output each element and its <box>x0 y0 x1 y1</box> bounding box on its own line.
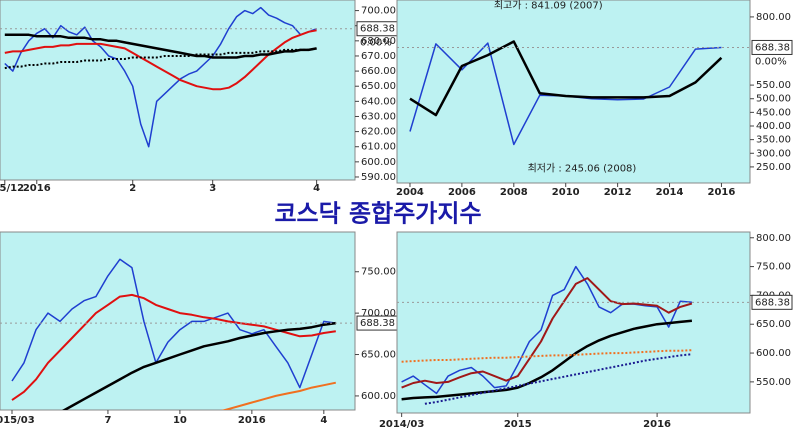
x-tick-label: 2 <box>129 183 136 194</box>
y-tick-label: 550.00 <box>756 80 791 91</box>
y-tick-label: 700.00 <box>361 308 396 319</box>
price-label: 688.38 <box>755 297 790 308</box>
y-tick-label: 600.00 <box>361 391 396 402</box>
x-tick-label: 2016 <box>708 187 736 198</box>
x-tick-label: 2012 <box>604 187 632 198</box>
series-line <box>61 321 336 410</box>
y-tick-label: 610.00 <box>361 142 396 153</box>
series-line <box>4 47 317 70</box>
y-tick-label: 500.00 <box>756 94 791 105</box>
x-tick-label: 4 <box>320 415 327 426</box>
plot-area <box>0 0 356 181</box>
y-tick-label: 670.00 <box>361 51 396 62</box>
series-line <box>401 265 692 395</box>
y-tick-label: 590.00 <box>361 172 396 183</box>
panel: 250.00 300.00 350.00 400.00 450.00 500.00 550.… <box>396 0 793 198</box>
x-tick-label: 2016 <box>643 419 671 430</box>
y-tick-label: 600.00 <box>756 348 791 359</box>
series-line <box>4 33 317 59</box>
x-tick-label: 2016 <box>238 415 266 426</box>
y-tick-label: 640.00 <box>361 96 396 107</box>
panel: 600.00 650.00 700.00 750.00 2015/03 7 10 2016 4 6… <box>0 231 398 426</box>
change-label: 0.00% <box>755 56 787 67</box>
price-label: 688.38 <box>360 24 395 35</box>
price-label: 688.38 <box>360 318 395 329</box>
annotation: 최고가 : 841.09 (2007) <box>494 0 603 12</box>
y-tick-label: 680.00 <box>361 36 396 47</box>
y-tick-label: 800.00 <box>756 12 791 23</box>
x-tick-label: 2004 <box>396 187 424 198</box>
y-tick-label: 800.00 <box>756 233 791 244</box>
y-tick-label: 650.00 <box>361 350 396 361</box>
x-tick-label: 2008 <box>500 187 528 198</box>
x-tick-label: 2014/03 <box>379 419 424 430</box>
y-tick-label: 630.00 <box>361 111 396 122</box>
x-tick-label: 7 <box>104 415 111 426</box>
series-line <box>401 349 692 363</box>
y-tick-label: 750.00 <box>756 262 791 273</box>
price-box <box>751 294 793 310</box>
series-line <box>11 258 336 389</box>
series-group <box>401 265 693 405</box>
x-tick-label: 2010 <box>552 187 580 198</box>
x-tick-label: 015/12 <box>0 183 24 194</box>
price-box <box>751 39 793 55</box>
x-tick-label: 2015/03 <box>0 415 35 426</box>
y-tick-label: 700.00 <box>361 6 396 17</box>
annotation: 최저가 : 245.06 (2008) <box>528 162 637 174</box>
x-tick-label: 2016 <box>23 183 51 194</box>
plot-area <box>396 0 751 184</box>
y-tick-label: 660.00 <box>361 66 396 77</box>
y-tick-label: 650.00 <box>756 319 791 330</box>
x-tick-label: 2014 <box>656 187 684 198</box>
panel: 590.00 600.00 610.00 620.00 630.00 640.00 650.… <box>0 0 398 194</box>
y-tick-label: 750.00 <box>361 267 396 278</box>
page-title: 코스닥 종합주가지수 <box>274 199 481 228</box>
series-line <box>221 381 337 410</box>
series-line <box>401 277 693 389</box>
series-line <box>424 353 693 405</box>
series-line <box>4 29 317 91</box>
x-tick-label: 4 <box>313 183 320 194</box>
series-group <box>4 6 317 148</box>
y-tick-label: 620.00 <box>361 127 396 138</box>
y-tick-label: 600.00 <box>361 157 396 168</box>
series-line <box>409 40 723 117</box>
change-label: 0.00% <box>360 38 392 49</box>
y-tick-label: 550.00 <box>756 377 791 388</box>
y-tick-label: 250.00 <box>756 162 791 173</box>
plot-area <box>396 231 751 414</box>
series-group <box>11 258 337 410</box>
y-tick-label: 350.00 <box>756 135 791 146</box>
series-group <box>409 40 723 146</box>
price-label: 688.38 <box>755 42 790 53</box>
x-tick-label: 3 <box>209 183 216 194</box>
series-line <box>4 6 317 148</box>
y-tick-label: 650.00 <box>361 81 396 92</box>
x-tick-label: 10 <box>173 415 187 426</box>
series-line <box>401 319 693 401</box>
x-tick-label: 2006 <box>448 187 476 198</box>
panel: 550.00600.00650.00700.00750.00800.002014… <box>379 231 793 430</box>
x-tick-label: 2015 <box>504 419 532 430</box>
y-tick-label: 450.00 <box>756 107 791 118</box>
y-tick-label: 400.00 <box>756 121 791 132</box>
y-tick-label: 300.00 <box>756 148 791 159</box>
